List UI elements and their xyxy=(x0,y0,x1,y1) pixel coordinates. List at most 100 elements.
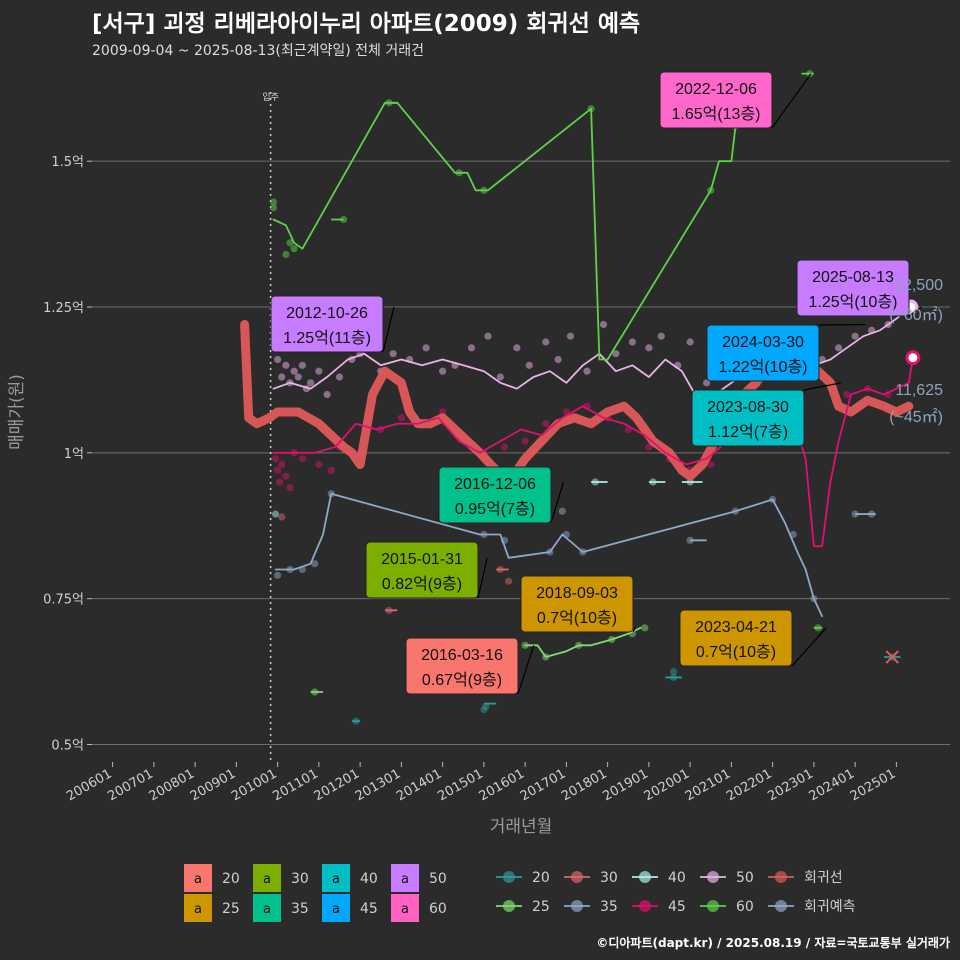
scatter-point-45 xyxy=(397,414,405,422)
series-line xyxy=(274,492,823,618)
x-tick-label: 202301 xyxy=(765,766,815,804)
scatter-point-25 xyxy=(641,624,649,632)
scatter-point-40 xyxy=(271,510,280,518)
scatter-point-45 xyxy=(843,390,851,399)
scatter-point-60 xyxy=(282,250,290,259)
legend-line-label: 25 xyxy=(532,899,550,915)
x-tick-label: 200601 xyxy=(64,766,114,804)
annotation-date: 2025-08-13 xyxy=(812,269,894,286)
annotation-date: 2012-10-26 xyxy=(286,305,368,322)
scatter-point-50 xyxy=(439,367,447,375)
legend-line-dot xyxy=(503,900,515,912)
scatter-point-50 xyxy=(628,338,636,346)
legend-fill-swatch-50 xyxy=(391,864,419,892)
legend-line-dot xyxy=(775,900,787,912)
annotation-leader xyxy=(791,627,827,667)
scatter-point-35 xyxy=(311,560,319,568)
legend-fill-glyph: a xyxy=(263,902,271,917)
x-tick-label: 201701 xyxy=(518,766,568,804)
legend-line-label: 60 xyxy=(736,899,754,915)
legend-fill-label: 40 xyxy=(360,871,378,887)
y-axis-label: 매매가(원) xyxy=(7,374,27,450)
y-tick-label: 1.5억 xyxy=(51,155,84,170)
scatter-point-50 xyxy=(703,379,711,387)
scatter-point-60 xyxy=(286,239,294,247)
move-in-label: 입주 xyxy=(262,91,279,103)
footer-credit: ©디아파트(dapt.kr) / 2025.08.19 / 자료=국토교통부 실… xyxy=(596,936,950,950)
y-tick-label: 1억 xyxy=(64,447,84,462)
legend-fill-glyph: a xyxy=(332,872,340,887)
annotation-date: 2024-03-30 xyxy=(722,334,804,351)
annotation-box xyxy=(691,389,805,447)
x-tick-label: 201001 xyxy=(229,766,279,804)
annotation-date: 2018-09-03 xyxy=(536,585,618,602)
annotation-date: 2022-12-06 xyxy=(675,81,757,98)
x-tick-label: 201301 xyxy=(353,766,403,804)
annotation-price: 1.25억(11층) xyxy=(283,329,371,347)
annotation-box xyxy=(796,259,910,317)
chart-subtitle: 2009-09-04 ~ 2025-08-13(최근계약일) 전체 거래건 xyxy=(92,43,424,59)
scatter-point-30 xyxy=(505,577,513,585)
legend-fill-label: 20 xyxy=(222,871,240,887)
scatter-point-35 xyxy=(274,571,282,579)
x-tick-label: 201401 xyxy=(394,766,444,804)
scatter-point-50 xyxy=(496,373,504,381)
legend-line-label: 40 xyxy=(668,870,686,886)
annotation-leader xyxy=(818,323,866,326)
annotation-price: 1.65억(13층) xyxy=(671,105,760,123)
scatter-point-50 xyxy=(583,367,591,375)
scatter-point-50 xyxy=(389,350,397,358)
legend-fill-label: 30 xyxy=(291,871,309,887)
latest-marker xyxy=(905,350,921,366)
series-line xyxy=(272,356,914,548)
legend-fill-glyph: a xyxy=(401,872,409,887)
x-tick-label: 201501 xyxy=(435,766,485,804)
legend-line-label: 50 xyxy=(736,870,754,886)
scatter-point-45 xyxy=(521,437,529,445)
legend-line-label: 회귀선 xyxy=(804,870,843,886)
legend-fill-swatch-30 xyxy=(253,864,281,892)
legend-fill-label: 45 xyxy=(360,901,378,917)
scatter-point-50 xyxy=(315,367,323,375)
scatter-point-45 xyxy=(707,460,715,469)
scatter-point-30 xyxy=(278,513,286,521)
legend-fill-glyph: a xyxy=(332,902,340,917)
y-tick-label: 0.5억 xyxy=(51,739,84,754)
annotation-box xyxy=(438,466,552,524)
annotation-price: 1.12억(7층) xyxy=(708,423,788,441)
annotation-box xyxy=(679,609,793,667)
scatter-point-50 xyxy=(335,373,344,381)
annotation-date: 2016-03-16 xyxy=(421,647,503,664)
x-tick-label: 202101 xyxy=(683,766,733,804)
legend-fill-swatch-60 xyxy=(391,894,419,922)
annotation-box xyxy=(520,575,634,633)
legend-line-dot xyxy=(775,871,787,883)
annotation-price: 0.7억(10층) xyxy=(537,609,617,627)
scatter-point-50 xyxy=(686,338,694,346)
x-tick-label: 202501 xyxy=(848,766,898,804)
annotation-price: 0.82억(9층) xyxy=(382,575,462,593)
forecast-value: 12,500 xyxy=(894,277,943,294)
scatter-point-35 xyxy=(558,507,566,515)
scatter-point-50 xyxy=(657,332,665,340)
y-tick-label: 0.75억 xyxy=(43,593,84,608)
annotation-box xyxy=(659,71,773,129)
x-tick-label: 202201 xyxy=(724,766,774,804)
scatter-point-50 xyxy=(298,361,306,369)
legend-line-dot xyxy=(639,900,651,912)
scatter-point-50 xyxy=(274,355,282,364)
annotation-price: 1.25억(10층) xyxy=(808,293,897,311)
x-tick-label: 201101 xyxy=(270,766,320,804)
chart-title: [서구] 괴정 리베라아이누리 아파트(2009) 회귀선 예측 xyxy=(92,11,641,37)
scatter-point-50 xyxy=(422,344,430,352)
x-tick-label: 202001 xyxy=(642,766,692,804)
annotation-box xyxy=(706,324,820,382)
scatter-point-50 xyxy=(467,344,476,352)
scatter-point-50 xyxy=(513,344,521,352)
x-tick-label: 200901 xyxy=(188,766,238,804)
annotation-price: 0.67억(9층) xyxy=(422,671,502,689)
scatter-point-50 xyxy=(323,390,331,399)
annotation-price: 1.22억(10층) xyxy=(718,358,807,376)
legend-line-dot xyxy=(503,871,515,883)
scatter-point-50 xyxy=(307,379,315,387)
